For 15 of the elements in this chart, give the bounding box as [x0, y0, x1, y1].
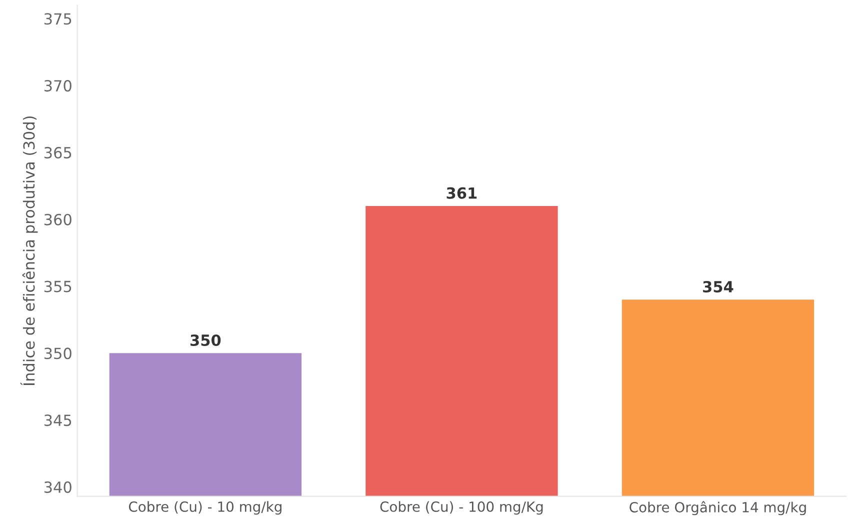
y-tick-label: 375 — [44, 13, 72, 25]
x-tick-label: Cobre Orgânico 14 mg/kg — [630, 501, 806, 516]
data-label: 350 — [190, 334, 221, 346]
y-tick-label: 365 — [44, 146, 72, 158]
data-label: 354 — [703, 280, 734, 293]
y-tick-label: 360 — [44, 214, 72, 226]
y-tick-label: 340 — [44, 481, 72, 493]
y-tick-label: 350 — [44, 348, 72, 360]
data-label: 361 — [446, 187, 477, 199]
x-tick-label: Cobre (Cu) - 10 mg/kg — [128, 501, 282, 515]
x-tick-label: Cobre (Cu) - 100 mg/Kg — [380, 501, 543, 515]
y-axis-title: Índice de eficiência produtiva (30d) — [20, 116, 38, 386]
y-tick-label: 355 — [44, 280, 72, 292]
y-tick-label: 345 — [44, 414, 72, 426]
y-tick-label: 370 — [44, 80, 72, 92]
